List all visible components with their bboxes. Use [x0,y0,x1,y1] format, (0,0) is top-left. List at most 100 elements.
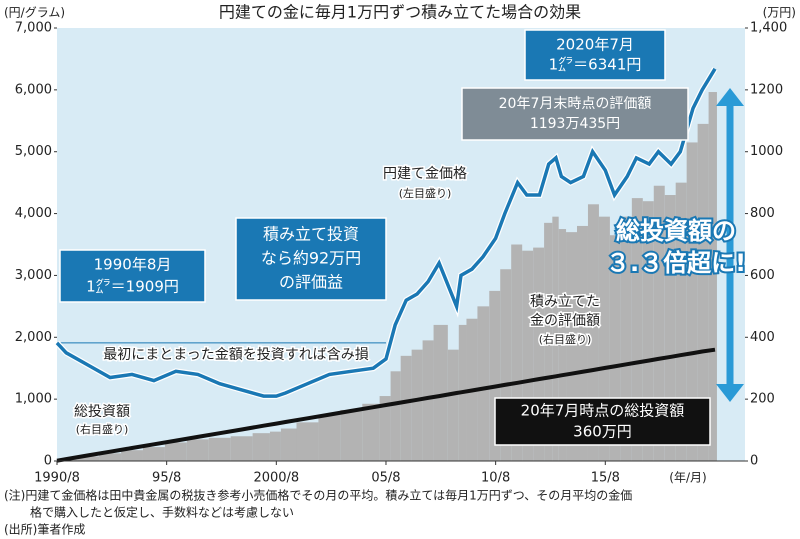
callout-box [524,29,666,81]
bar [164,442,187,461]
y-tick-label: 7,000 [15,21,52,36]
bar [522,250,534,461]
bar [566,232,578,461]
bar [280,428,297,461]
bar [642,201,654,461]
bar [598,216,610,461]
annotation-text: (左目盛り) [399,186,452,200]
annotation-text: (右目盛り) [539,332,592,346]
annotation-text: の評価益 [279,273,343,292]
note: 格で購入したと仮定し、手数料などは考慮しない [30,505,294,520]
bar [77,456,100,461]
line [55,67,717,398]
y2-tick-label: 200 [750,392,775,407]
callout-box [461,87,689,141]
bar [577,225,588,461]
y-axis-label: (円/グラム) [4,6,65,20]
bar [631,198,643,461]
bar [620,216,632,461]
annotation-text: 2020年7月 [556,36,634,54]
bar [362,403,380,461]
annotation-text: 1193万435円 [530,116,620,132]
annotation-text: 円建て金価格 [383,166,467,182]
x-tick-label: 2000/8 [253,471,299,486]
y2-axis-label: (万円) [763,6,796,20]
y-tick-label: 1,000 [15,392,52,407]
line [56,347,716,463]
bar [121,450,143,461]
x-tick-label: 15/8 [591,471,620,486]
bar [489,290,501,461]
bar [653,185,665,461]
bar [379,396,391,461]
y2-tick-label: 600 [750,268,775,283]
annotation-text: 総投資額の [616,217,736,245]
bar [544,222,553,461]
x-tick-label: 05/8 [371,471,400,486]
bar [296,422,319,461]
x-axis-label: (年/月) [669,471,706,485]
bar [477,306,490,461]
y-tick-label: 2,000 [15,330,52,345]
bar [433,324,448,461]
annotation-text: 金の評価額 [530,313,600,329]
callout-box [235,217,387,301]
bar [587,204,599,462]
annotation-text: 360万円 [573,423,632,441]
bar [230,436,253,461]
bar [400,355,412,461]
annotation-text: 最初にまとまった金額を投資すれば含み損 [103,346,368,363]
annotation-text: ３.３倍超に! [606,249,746,277]
bar [675,182,687,461]
bar [318,414,341,461]
bar [390,371,401,461]
note: (出所)筆者作成 [4,523,85,537]
bar [142,447,165,461]
annotation-text: (右目盛り) [76,422,129,436]
y-tick-label: 6,000 [15,82,52,97]
bar [697,123,709,461]
bar [411,349,423,461]
y-tick-label: 4,000 [15,206,52,221]
annotations: 2020年7月 1㌘＝6341円 20年7月末時点の評価額 1193万435円円建て金… [59,29,748,446]
x-tick-label: 95/8 [152,471,181,486]
y2-tick-label: 800 [750,206,775,221]
double-arrow [716,88,744,402]
bar [99,453,122,461]
bar [686,142,698,461]
bar [269,431,281,461]
plot [54,67,718,463]
annotation-text: 20年7月時点の総投資額 [521,402,685,420]
bar [533,247,545,461]
y-tick-label: 0 [44,454,52,469]
bar [186,439,209,461]
y2-tick-label: 1000 [750,144,783,159]
y2-tick-label: 1200 [750,82,783,97]
bar [511,244,523,461]
callout-box [494,397,711,446]
bar [558,229,567,461]
bar [208,437,231,461]
note: (注)円建て金価格は田中貴金属の税抜き参考小売価格でその月の平均。積み立ては毎月… [4,488,632,503]
bar [552,216,559,461]
annotation-text: 1㌘＝6341円 [549,56,642,74]
bar [500,269,512,461]
y-tick-label: 3,000 [15,268,52,283]
annotation-text: 1990年8月 [94,256,172,274]
y-tick-label: 5,000 [15,144,52,159]
bar [340,409,363,461]
annotation-text: 積み立て投資 [263,225,359,244]
bar [708,92,717,461]
bar [252,433,270,461]
bar [664,195,676,461]
x-tick-label: 10/8 [481,471,510,486]
y2-tick-label: 400 [750,330,775,345]
callout-box [59,249,206,303]
bar [609,235,621,461]
annotation-text: なら約92万円 [261,249,361,268]
annotation-text: 積み立てた [530,294,600,310]
x-tick-label: 1990/8 [34,471,80,486]
bar [447,349,459,461]
chart-title: 円建ての金に毎月1万円ずつ積み立てた場合の効果 [219,3,581,22]
